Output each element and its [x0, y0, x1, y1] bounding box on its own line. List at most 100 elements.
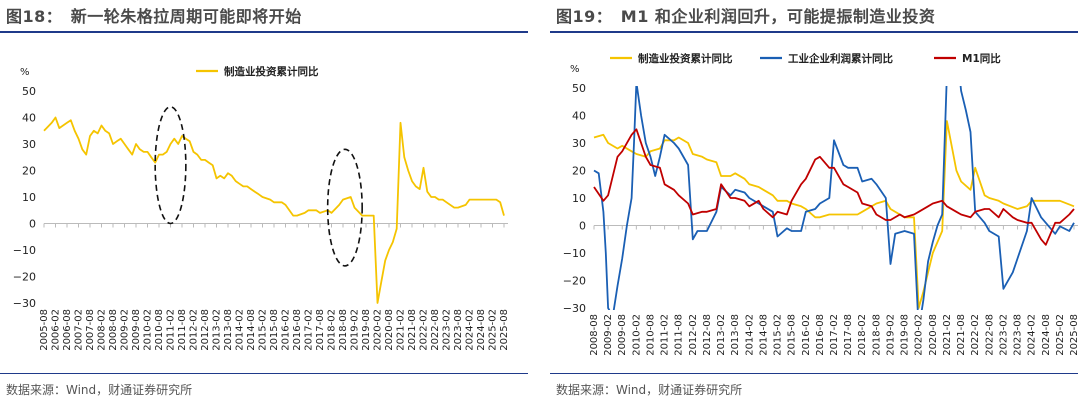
- x-tick-label: 2017-08: [315, 309, 326, 351]
- x-tick-label: 2013-08: [730, 314, 741, 356]
- x-tick-label: 2015-08: [269, 309, 280, 351]
- y-axis-unit: %: [20, 67, 30, 78]
- x-tick-label: 2008-08: [589, 314, 600, 356]
- source-note: 数据来源：Wind，财通证券研究所: [6, 383, 193, 397]
- x-tick-label: 2008-02: [97, 309, 108, 351]
- x-tick-label: 2021-02: [396, 309, 407, 351]
- x-tick-label: 2025-08: [499, 309, 510, 351]
- x-tick-label: 2021-02: [942, 314, 953, 356]
- x-tick-label: 2005-08: [39, 309, 50, 351]
- x-tick-label: 2021-08: [407, 309, 418, 351]
- source-rule: [0, 373, 528, 374]
- x-tick-label: 2023-08: [1013, 314, 1024, 356]
- x-tick-label: 2017-02: [304, 309, 315, 351]
- y-tick-label: −10: [563, 247, 586, 260]
- dashed-ellipse-annotation: [326, 148, 363, 267]
- x-tick-label: 2010-08: [154, 309, 165, 351]
- y-tick-label: −30: [563, 302, 586, 315]
- x-tick-label: 2019-02: [350, 309, 361, 351]
- y-tick-label: 30: [22, 138, 36, 151]
- y-tick-label: 30: [572, 137, 586, 150]
- x-tick-label: 2020-02: [914, 314, 925, 356]
- x-tick-label: 2024-02: [1027, 314, 1038, 356]
- x-tick-label: 2017-08: [843, 314, 854, 356]
- x-tick-label: 2012-08: [200, 309, 211, 351]
- x-tick-label: 2011-02: [166, 309, 177, 351]
- y-tick-label: 50: [22, 85, 36, 98]
- legend-label: M1同比: [962, 52, 1001, 65]
- series-group: [43, 116, 505, 304]
- x-tick-label: 2024-02: [465, 309, 476, 351]
- source-note: 数据来源：Wind，财通证券研究所: [556, 383, 743, 397]
- chart-title: 图19： M1 和企业利润回升，可能提振制造业投资: [556, 7, 936, 26]
- x-tick-label: 2011-08: [177, 309, 188, 351]
- y-tick-label: −30: [13, 297, 36, 310]
- series-line-3: [593, 128, 1075, 246]
- x-tick-label: 2012-02: [688, 314, 699, 356]
- title-rule: [0, 31, 528, 33]
- x-tick-label: 2008-08: [108, 309, 119, 351]
- source-rule: [550, 373, 1078, 374]
- x-tick-label: 2022-02: [419, 309, 430, 351]
- x-tick-label: 2015-08: [787, 314, 798, 356]
- x-tick-label: 2025-02: [488, 309, 499, 351]
- x-tick-label: 2016-02: [281, 309, 292, 351]
- x-tick-label: 2023-02: [442, 309, 453, 351]
- x-tick-label: 2020-02: [373, 309, 384, 351]
- x-tick-label: 2023-08: [453, 309, 464, 351]
- x-tick-label: 2010-02: [143, 309, 154, 351]
- series-group: [593, 86, 1075, 310]
- x-tick-label: 2011-02: [660, 314, 671, 356]
- x-tick-label: 2015-02: [773, 314, 784, 356]
- y-tick-label: 10: [572, 192, 586, 205]
- x-tick-label: 2019-08: [361, 309, 372, 351]
- y-tick-label: 40: [572, 110, 586, 123]
- x-tick-label: 2013-08: [223, 309, 234, 351]
- legend-label: 制造业投资累计同比: [224, 65, 319, 78]
- y-tick-label: 20: [22, 165, 36, 178]
- y-tick-label: −10: [13, 244, 36, 257]
- x-tick-label: 2019-08: [900, 314, 911, 356]
- y-tick-label: −20: [13, 271, 36, 284]
- chart-panel-left: 图18： 新一轮朱格拉周期可能即将开始 % 50 40 30 20 10 0 −10 −20 −3…: [0, 0, 528, 405]
- x-tick-label: 2024-08: [476, 309, 487, 351]
- y-tick-label: 0: [29, 218, 36, 231]
- x-tick-label: 2018-08: [338, 309, 349, 351]
- legend-label: 工业企业利润累计同比: [788, 52, 893, 65]
- x-tick-label: 2020-08: [928, 314, 939, 356]
- chart-title: 图18： 新一轮朱格拉周期可能即将开始: [6, 7, 302, 26]
- x-tick-label: 2017-02: [829, 314, 840, 356]
- x-tick-label: 2015-02: [258, 309, 269, 351]
- y-tick-label: −20: [563, 275, 586, 288]
- x-tick-label: 2010-02: [631, 314, 642, 356]
- x-tick-label: 2022-08: [430, 309, 441, 351]
- chart-panel-right: 图19： M1 和企业利润回升，可能提振制造业投资 % 50 40 30 20 10 0 −1…: [550, 0, 1078, 405]
- y-tick-label: 10: [22, 191, 36, 204]
- series-line-2: [593, 86, 1075, 310]
- x-tick-label: 2007-08: [85, 309, 96, 351]
- x-tick-label: 2009-02: [603, 314, 614, 356]
- x-tick-label: 2009-02: [120, 309, 131, 351]
- x-tick-label: 2010-08: [645, 314, 656, 356]
- x-tick-label: 2013-02: [716, 314, 727, 356]
- x-tick-label: 2020-08: [384, 309, 395, 351]
- x-tick-label: 2018-08: [871, 314, 882, 356]
- x-tick-label: 2022-08: [984, 314, 995, 356]
- x-tick-label: 2014-02: [744, 314, 755, 356]
- x-tick-label: 2023-02: [998, 314, 1009, 356]
- x-tick-label: 2016-02: [801, 314, 812, 356]
- x-tick-label: 2014-08: [246, 309, 257, 351]
- x-tick-label: 2016-08: [815, 314, 826, 356]
- y-axis-unit: %: [570, 64, 580, 75]
- dashed-ellipse-annotation: [154, 106, 187, 225]
- x-tick-label: 2009-08: [617, 314, 628, 356]
- x-tick-label: 2006-02: [51, 309, 62, 351]
- x-tick-label: 2011-08: [674, 314, 685, 356]
- x-tick-label: 2012-02: [189, 309, 200, 351]
- x-tick-label: 2006-08: [62, 309, 73, 351]
- title-rule: [550, 31, 1078, 33]
- x-tick-label: 2009-08: [131, 309, 142, 351]
- x-tick-label: 2018-02: [857, 314, 868, 356]
- x-tick-label: 2014-02: [235, 309, 246, 351]
